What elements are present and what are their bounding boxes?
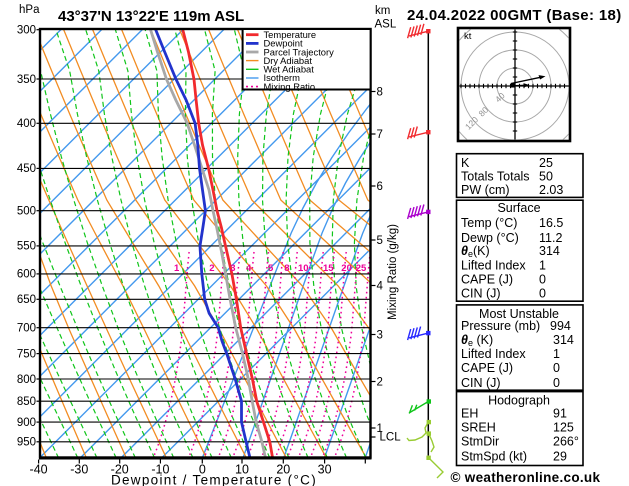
svg-text:125: 125	[553, 421, 574, 435]
svg-text:Hodograph: Hodograph	[488, 394, 550, 408]
svg-text:25: 25	[356, 263, 367, 274]
svg-text:600: 600	[17, 269, 36, 281]
svg-text:ASL: ASL	[375, 19, 397, 31]
svg-text:43°37'N 13°22'E 119m ASL: 43°37'N 13°22'E 119m ASL	[58, 8, 244, 25]
svg-text:0: 0	[199, 463, 206, 477]
svg-text:10: 10	[235, 463, 249, 477]
svg-text:3: 3	[377, 329, 383, 341]
svg-text:1: 1	[174, 263, 180, 274]
svg-text:850: 850	[17, 396, 36, 408]
svg-text:Dry Adiabat: Dry Adiabat	[264, 55, 313, 66]
svg-text:km: km	[375, 5, 390, 17]
svg-text:450: 450	[17, 163, 36, 175]
svg-text:650: 650	[17, 294, 36, 306]
svg-text:4: 4	[246, 263, 252, 274]
svg-text:StmDir: StmDir	[461, 435, 499, 449]
svg-text:Dewpoint: Dewpoint	[264, 38, 303, 49]
svg-text:91: 91	[553, 407, 567, 421]
svg-text:400: 400	[17, 118, 36, 130]
svg-text:16.5: 16.5	[539, 216, 563, 230]
svg-text:PW (cm): PW (cm)	[461, 183, 510, 197]
svg-text:5: 5	[268, 263, 274, 274]
svg-text:1: 1	[377, 423, 383, 435]
svg-text:24.04.2022 00GMT (Base: 18): 24.04.2022 00GMT (Base: 18)	[407, 7, 622, 24]
svg-text:Surface: Surface	[497, 201, 540, 215]
svg-text:3: 3	[230, 263, 235, 274]
svg-text:-20: -20	[111, 463, 129, 477]
svg-text:Lifted Index: Lifted Index	[461, 347, 526, 361]
svg-text:StmSpd (kt): StmSpd (kt)	[461, 450, 527, 464]
svg-text:314: 314	[553, 333, 574, 347]
svg-text:0: 0	[539, 273, 546, 287]
svg-text:25: 25	[539, 156, 553, 170]
svg-text:4: 4	[377, 280, 384, 292]
svg-text:2: 2	[377, 376, 383, 388]
svg-text:11.2: 11.2	[539, 231, 562, 245]
svg-text:750: 750	[17, 348, 36, 360]
svg-text:hPa: hPa	[19, 4, 40, 16]
svg-text:LCL: LCL	[380, 432, 402, 444]
svg-text:350: 350	[17, 74, 36, 86]
svg-text:0: 0	[553, 361, 560, 375]
svg-text:Mixing Ratio: Mixing Ratio	[264, 81, 316, 92]
svg-text:-30: -30	[70, 463, 88, 477]
svg-text:6: 6	[377, 181, 383, 193]
svg-text:50: 50	[539, 170, 553, 184]
svg-text:2: 2	[209, 263, 214, 274]
svg-text:CIN (J): CIN (J)	[461, 286, 501, 300]
svg-text:kt: kt	[464, 31, 472, 42]
svg-text:8: 8	[377, 86, 383, 98]
svg-text:10: 10	[298, 263, 309, 274]
svg-text:Mixing Ratio (g/kg): Mixing Ratio (g/kg)	[387, 224, 399, 320]
svg-text:2.03: 2.03	[539, 183, 563, 197]
svg-text:1: 1	[553, 347, 560, 361]
svg-text:CAPE (J): CAPE (J)	[461, 361, 513, 375]
svg-text:-10: -10	[151, 463, 169, 477]
svg-text:Dewp (°C): Dewp (°C)	[461, 231, 519, 245]
svg-text:Lifted Index: Lifted Index	[461, 259, 526, 273]
svg-text:700: 700	[17, 323, 36, 335]
svg-text:Isotherm: Isotherm	[264, 72, 301, 83]
svg-text:Temperature: Temperature	[264, 29, 317, 40]
svg-text:Totals Totals: Totals Totals	[461, 170, 530, 184]
svg-text:550: 550	[17, 241, 36, 253]
svg-text:0: 0	[539, 286, 546, 300]
svg-text:800: 800	[17, 374, 36, 386]
svg-text:5: 5	[377, 235, 383, 247]
svg-text:900: 900	[17, 417, 36, 429]
svg-text:500: 500	[17, 206, 36, 218]
svg-text:300: 300	[17, 25, 36, 37]
svg-text:950: 950	[17, 437, 36, 449]
svg-text:Pressure (mb): Pressure (mb)	[461, 319, 540, 333]
svg-text:Dewpoint / Temperature (°C): Dewpoint / Temperature (°C)	[111, 473, 317, 486]
svg-text:29: 29	[553, 450, 567, 464]
svg-text:30: 30	[318, 463, 332, 477]
svg-text:CIN (J): CIN (J)	[461, 376, 501, 390]
svg-text:-40: -40	[30, 463, 48, 477]
svg-text:SREH: SREH	[461, 421, 496, 435]
svg-text:θe (K): θe (K)	[461, 333, 493, 348]
svg-text:CAPE (J): CAPE (J)	[461, 273, 513, 287]
svg-text:© weatheronline.co.uk: © weatheronline.co.uk	[451, 470, 601, 485]
svg-text:266°: 266°	[553, 435, 579, 449]
svg-text:EH: EH	[461, 407, 478, 421]
svg-text:20: 20	[341, 263, 352, 274]
svg-text:Temp (°C): Temp (°C)	[461, 216, 517, 230]
svg-text:994: 994	[550, 319, 571, 333]
svg-text:Wet Adiabat: Wet Adiabat	[264, 64, 315, 75]
svg-text:Parcel Trajectory: Parcel Trajectory	[264, 46, 335, 57]
svg-text:15: 15	[323, 263, 334, 274]
svg-text:8: 8	[284, 263, 289, 274]
svg-text:θe(K): θe(K)	[461, 244, 490, 259]
svg-text:K: K	[461, 156, 470, 170]
svg-text:1: 1	[539, 259, 546, 273]
svg-text:7: 7	[377, 129, 383, 141]
svg-text:0: 0	[553, 376, 560, 390]
svg-text:Most Unstable: Most Unstable	[479, 307, 559, 321]
svg-text:314: 314	[539, 244, 560, 258]
svg-text:20: 20	[276, 463, 290, 477]
